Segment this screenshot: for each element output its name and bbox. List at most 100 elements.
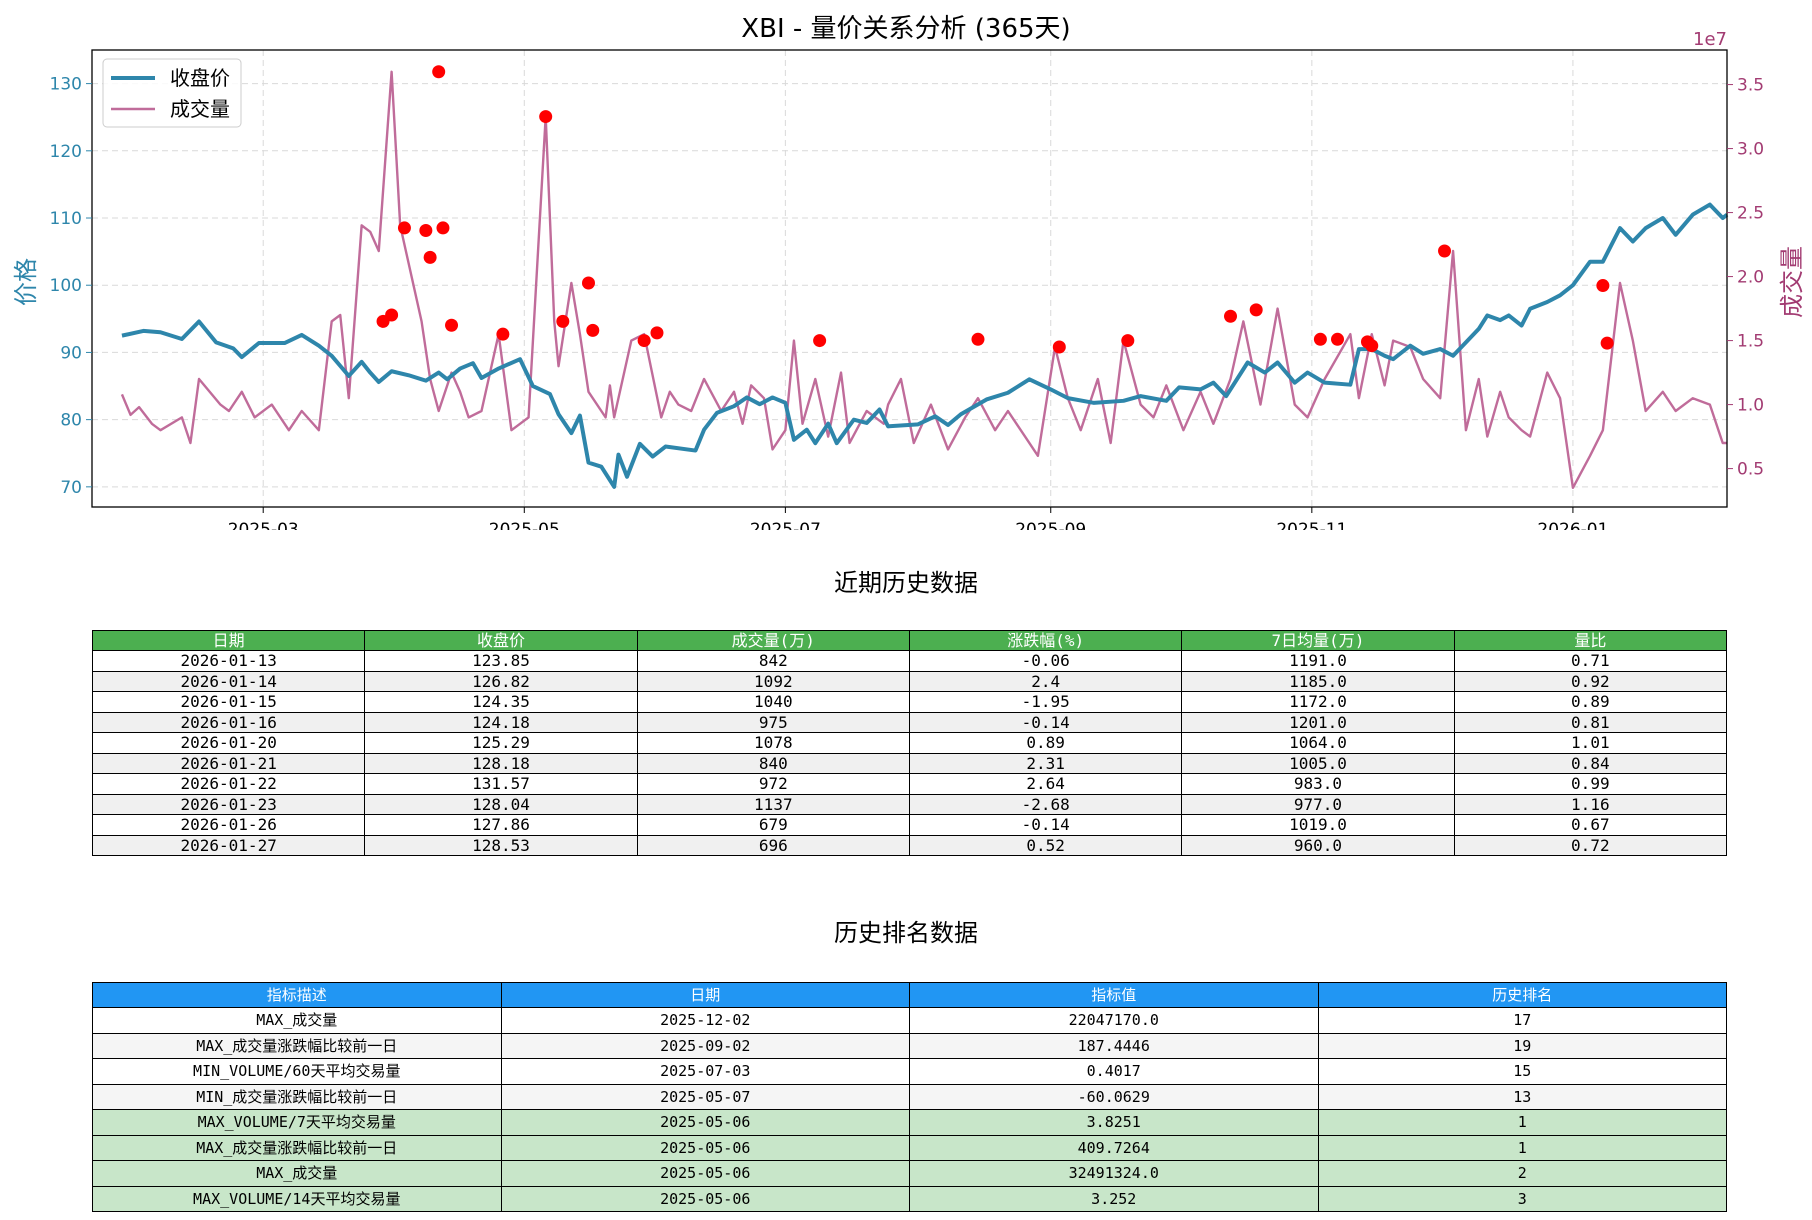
recent-table-cell: 1.01 bbox=[1453, 732, 1728, 754]
rank-table-cell: MAX_成交量涨跌幅比较前一日 bbox=[92, 1032, 502, 1059]
axes: 2025-03 2025-05 2025-07 2025-09 2025-11 2026-… bbox=[50, 75, 1765, 530]
volume-spike-marker bbox=[1052, 340, 1066, 354]
rank-table-cell: 3.8251 bbox=[909, 1109, 1319, 1136]
recent-table-header-cell: 涨跌幅(%) bbox=[908, 630, 1183, 651]
recent-table-cell: 840 bbox=[636, 752, 910, 774]
volume-series bbox=[120, 70, 1727, 489]
recent-table-cell: 1172.0 bbox=[1181, 691, 1455, 713]
rank-table-cell: 2025-05-06 bbox=[500, 1134, 910, 1161]
rank-table-cell: 3 bbox=[1317, 1185, 1727, 1212]
recent-table-title: 近期历史数据 bbox=[834, 569, 978, 597]
recent-table-header-row: 日期 收盘价 成交量(万) 涨跌幅(%) 7日均量(万) 量比 bbox=[91, 630, 1728, 651]
recent-table-cell: 679 bbox=[636, 814, 910, 836]
recent-table-row: 2026-01-14 126.82 1092 2.4 1185.0 0.92 bbox=[91, 670, 1728, 692]
recent-table-cell: 972 bbox=[636, 773, 910, 795]
rank-table-row: MAX_成交量涨跌幅比较前一日 2025-09-02 187.4446 19 bbox=[92, 1032, 1727, 1059]
recent-table-cell: 1191.0 bbox=[1181, 650, 1455, 672]
recent-table-cell: 1005.0 bbox=[1181, 752, 1455, 774]
legend-price-label: 收盘价 bbox=[170, 66, 230, 90]
y-right-tick-label: 0.5 bbox=[1737, 460, 1764, 480]
recent-table-cell: 977.0 bbox=[1181, 793, 1455, 815]
recent-table-cell: 131.57 bbox=[364, 773, 638, 795]
legend-volume-label: 成交量 bbox=[170, 97, 230, 121]
y-right-tick-label: 3.5 bbox=[1737, 76, 1764, 96]
rank-table-cell: 13 bbox=[1317, 1083, 1727, 1110]
recent-table-cell: 0.89 bbox=[1453, 691, 1728, 713]
recent-table-header-cell: 成交量(万) bbox=[636, 630, 910, 651]
volume-spike-marker bbox=[1596, 279, 1610, 293]
rank-table-cell: 2025-07-03 bbox=[500, 1058, 910, 1085]
rank-table-cell: MIN_VOLUME/60天平均交易量 bbox=[92, 1058, 502, 1085]
rank-table-cell: 1 bbox=[1317, 1109, 1727, 1136]
recent-table-cell: -1.95 bbox=[908, 691, 1183, 713]
recent-table-cell: -0.06 bbox=[908, 650, 1183, 672]
volume-spike-marker bbox=[445, 318, 459, 332]
recent-table-row: 2026-01-20 125.29 1078 0.89 1064.0 1.01 bbox=[91, 732, 1728, 754]
volume-spike-markers bbox=[376, 65, 1614, 354]
recent-table-cell: 2026-01-14 bbox=[91, 670, 366, 692]
volume-spike-marker bbox=[539, 110, 553, 124]
plot-frame bbox=[91, 49, 1728, 508]
recent-table-cell: 1201.0 bbox=[1181, 711, 1455, 733]
rank-table-cell: MAX_VOLUME/14天平均交易量 bbox=[92, 1185, 502, 1212]
rank-table-cell: -60.0629 bbox=[909, 1083, 1319, 1110]
rank-table-cell: 2025-05-06 bbox=[500, 1109, 910, 1136]
volume-spike-marker bbox=[1313, 332, 1327, 346]
recent-table-cell: 1078 bbox=[636, 732, 910, 754]
recent-table-cell: 0.99 bbox=[1453, 773, 1728, 795]
rank-table-header-cell: 日期 bbox=[500, 982, 910, 1008]
recent-table-header-cell: 量比 bbox=[1453, 630, 1728, 651]
recent-table-cell: 124.35 bbox=[364, 691, 638, 713]
recent-history-table: 日期 收盘价 成交量(万) 涨跌幅(%) 7日均量(万) 量比 2026-01-13 123… bbox=[91, 630, 1728, 856]
recent-table-header-cell: 收盘价 bbox=[364, 630, 638, 651]
history-rank-table: 指标描述 日期 指标值 历史排名 MAX_成交量 2025-12-02 22047170.… bbox=[92, 982, 1727, 1212]
volume-spike-marker bbox=[1249, 303, 1263, 317]
rank-table-cell: 15 bbox=[1317, 1058, 1727, 1085]
recent-table-cell: 2026-01-22 bbox=[91, 773, 366, 795]
recent-table-cell: 2026-01-13 bbox=[91, 650, 366, 672]
recent-table-header-cell: 日期 bbox=[91, 630, 366, 651]
volume-spike-marker bbox=[650, 326, 664, 340]
price-series bbox=[121, 202, 1729, 489]
recent-table-cell: 123.85 bbox=[364, 650, 638, 672]
recent-table-row: 2026-01-23 128.04 1137 -2.68 977.0 1.16 bbox=[91, 793, 1728, 815]
rank-table-row: MAX_成交量涨跌幅比较前一日 2025-05-06 409.7264 1 bbox=[92, 1134, 1727, 1161]
rank-table-row: MAX_VOLUME/7天平均交易量 2025-05-06 3.8251 1 bbox=[92, 1109, 1727, 1136]
rank-table-cell: 0.4017 bbox=[909, 1058, 1319, 1085]
recent-table-cell: 2026-01-15 bbox=[91, 691, 366, 713]
recent-table-cell: 975 bbox=[636, 711, 910, 733]
x-tick-label: 2025-07 bbox=[750, 520, 821, 530]
recent-table-cell: 2026-01-26 bbox=[91, 814, 366, 836]
y-right-tick-label: 3.0 bbox=[1737, 140, 1764, 160]
recent-table-cell: 2026-01-16 bbox=[91, 711, 366, 733]
x-tick-label: 2025-03 bbox=[228, 520, 299, 530]
volume-spike-marker bbox=[1331, 332, 1345, 346]
recent-table-cell: 2026-01-21 bbox=[91, 752, 366, 774]
volume-spike-marker bbox=[432, 65, 446, 79]
chart-title: XBI - 量价关系分析 (365天) bbox=[741, 14, 1070, 44]
rank-table-cell: 32491324.0 bbox=[909, 1160, 1319, 1187]
recent-table-cell: 0.52 bbox=[908, 834, 1183, 856]
recent-table-cell: 1137 bbox=[636, 793, 910, 815]
recent-table-row: 2026-01-21 128.18 840 2.31 1005.0 0.84 bbox=[91, 752, 1728, 774]
recent-table-cell: 124.18 bbox=[364, 711, 638, 733]
volume-spike-marker bbox=[637, 334, 651, 348]
y-right-tick-label: 2.0 bbox=[1737, 268, 1764, 288]
recent-table-cell: 1185.0 bbox=[1181, 670, 1455, 692]
y-left-tick-label: 130 bbox=[50, 75, 82, 95]
rank-table-cell: 2025-09-02 bbox=[500, 1032, 910, 1059]
volume-spike-marker bbox=[1121, 334, 1135, 348]
recent-table-cell: 2026-01-23 bbox=[91, 793, 366, 815]
recent-table-body: 2026-01-13 123.85 842 -0.06 1191.0 0.71 2026-0… bbox=[91, 650, 1728, 856]
recent-table-cell: 0.72 bbox=[1453, 834, 1728, 856]
recent-table-cell: -0.14 bbox=[908, 814, 1183, 836]
volume-spike-marker bbox=[581, 276, 595, 290]
rank-table-cell: 187.4446 bbox=[909, 1032, 1319, 1059]
rank-table-cell: 19 bbox=[1317, 1032, 1727, 1059]
recent-table-cell: 0.84 bbox=[1453, 752, 1728, 774]
recent-table-row: 2026-01-13 123.85 842 -0.06 1191.0 0.71 bbox=[91, 650, 1728, 672]
recent-table-row: 2026-01-15 124.35 1040 -1.95 1172.0 0.89 bbox=[91, 691, 1728, 713]
recent-table-cell: 0.92 bbox=[1453, 670, 1728, 692]
volume-spike-marker bbox=[813, 334, 827, 348]
recent-table-cell: 696 bbox=[636, 834, 910, 856]
